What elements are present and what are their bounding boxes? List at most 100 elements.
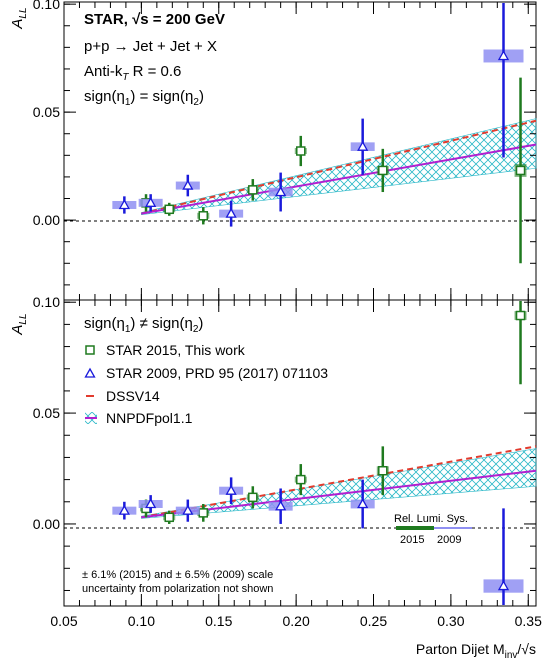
legend-label-nnpdf: NNPDFpol1.1 [106, 410, 193, 426]
collaboration-label: STAR, √s = 200 GeV [84, 11, 225, 28]
xtick-label: 0.35 [515, 613, 542, 629]
open-triangle-marker [225, 484, 237, 495]
top-star2015-point [514, 77, 527, 264]
bottom-nnpdf-band [141, 448, 537, 519]
legend-open-triangle-marker [84, 367, 96, 378]
top-star2009-point [483, 3, 524, 158]
top-y-axis-title: ALL [9, 7, 29, 29]
bottom-axis: 0.00 0.05 0.10 0.05 0.10 0.15 0.20 0.25 0.30 0.35 [33, 294, 542, 629]
relative-luminosity-indicator: Rel. Lumi. Sys. 2015 2009 [394, 513, 472, 546]
legend-entry-dssv14: DSSV14 [86, 388, 160, 404]
lumi-bar-2015 [396, 526, 434, 530]
open-triangle-marker [275, 186, 287, 197]
bottom-star2009-point [483, 508, 524, 605]
bottom-theory-band [141, 445, 537, 519]
open-square-marker [164, 204, 174, 215]
lumi-label-2015: 2015 [400, 534, 424, 546]
bottom-star2015-point [376, 446, 389, 496]
xtick-label: 0.30 [437, 613, 464, 629]
bottom-star2009-point [268, 488, 293, 524]
legend-entry-star2009: STAR 2009, PRD 95 (2017) 071103 [84, 365, 328, 381]
open-square-marker [248, 185, 258, 195]
bottom-star2015-point [514, 301, 527, 385]
legend: STAR 2015, This work STAR 2009, PRD 95 (… [84, 342, 328, 426]
legend-label-star2015: STAR 2015, This work [106, 342, 246, 358]
top-topology-label: sign(η1) = sign(η2) [84, 88, 204, 108]
open-triangle-marker [225, 207, 237, 218]
lumi-title: Rel. Lumi. Sys. [394, 513, 468, 525]
top-star2009-point [112, 196, 137, 214]
top-data-points [112, 3, 527, 264]
top-ytick-label: 0.10 [33, 0, 60, 12]
open-triangle-marker [357, 498, 369, 509]
top-star2015-point [246, 179, 259, 201]
top-axis: 0.00 0.05 0.10 [33, 0, 536, 300]
top-star2015-point [163, 202, 176, 216]
bottom-ytick-label: 0.10 [33, 294, 60, 310]
open-triangle-marker [145, 197, 157, 207]
open-triangle-marker [275, 500, 287, 511]
legend-entry-star2015: STAR 2015, This work [85, 342, 246, 358]
top-star2009-point [219, 200, 244, 227]
open-triangle-marker [145, 498, 157, 509]
bottom-ytick-label: 0.05 [33, 405, 60, 421]
open-square-marker [378, 465, 388, 476]
top-star2009-point [350, 118, 375, 175]
open-square-marker [248, 492, 258, 503]
open-triangle-marker [182, 179, 194, 190]
legend-open-square-marker [85, 345, 95, 355]
xtick-label: 0.10 [128, 613, 155, 629]
top-ytick-label: 0.00 [33, 212, 60, 228]
bottom-star2009-point [175, 499, 200, 522]
open-square-marker [198, 211, 209, 221]
bottom-y-axis-title: ALL [9, 313, 29, 335]
reaction-label: p+p → Jet + Jet + X [84, 38, 217, 55]
top-star2015-point [294, 135, 307, 167]
legend-label-dssv14: DSSV14 [106, 388, 160, 404]
xtick-label: 0.05 [50, 613, 77, 629]
open-square-marker [296, 474, 306, 485]
xtick-label: 0.20 [283, 613, 310, 629]
open-square-marker [378, 165, 388, 176]
top-ytick-label: 0.05 [33, 104, 60, 120]
open-square-marker [296, 146, 306, 156]
bottom-star2015-point [246, 486, 259, 509]
xtick-label: 0.15 [205, 613, 232, 629]
open-triangle-marker [357, 140, 369, 151]
bottom-star2009-point [112, 501, 137, 520]
open-triangle-marker [497, 50, 510, 61]
open-triangle-marker [182, 504, 194, 515]
open-triangle-marker [118, 504, 130, 515]
x-axis-title: Parton Dijet Minv/√s [416, 641, 536, 661]
scale-uncertainty-note-line2: uncertainty from polarization not shown [82, 583, 273, 595]
bottom-topology-label: sign(η1) ≠ sign(η2) [84, 315, 203, 335]
scale-uncertainty-note-line1: ± 6.1% (2015) and ± 6.5% (2009) scale [82, 569, 273, 581]
top-star2015-point [376, 148, 389, 193]
bottom-data-points [112, 301, 527, 605]
bottom-star2015-point [294, 464, 307, 496]
bottom-ytick-label: 0.00 [33, 516, 60, 532]
top-dssv14-curve [141, 119, 537, 215]
bottom-star2009-point [350, 479, 375, 529]
top-theory-band [141, 118, 537, 216]
top-star2015-point [197, 207, 210, 225]
legend-label-star2009: STAR 2009, PRD 95 (2017) 071103 [106, 365, 328, 381]
top-star2009-point [268, 172, 293, 212]
xtick-label: 0.25 [360, 613, 387, 629]
open-square-marker [198, 508, 209, 518]
bottom-star2015-point [163, 510, 176, 524]
bottom-star2009-point [219, 477, 244, 504]
bottom-star2009-point [138, 495, 163, 513]
open-square-marker [515, 165, 526, 176]
open-square-marker [515, 310, 526, 321]
lumi-label-2009: 2009 [437, 534, 461, 546]
top-star2009-point [175, 174, 200, 197]
top-star2009-point [138, 194, 163, 212]
bottom-dssv14-curve [141, 445, 537, 519]
open-square-marker [164, 512, 174, 523]
lumi-bar-2009 [434, 527, 472, 529]
jet-algorithm-label: Anti-kT R = 0.6 [84, 63, 181, 83]
legend-entry-nnpdf: NNPDFpol1.1 [85, 410, 193, 426]
open-triangle-marker [497, 580, 510, 591]
